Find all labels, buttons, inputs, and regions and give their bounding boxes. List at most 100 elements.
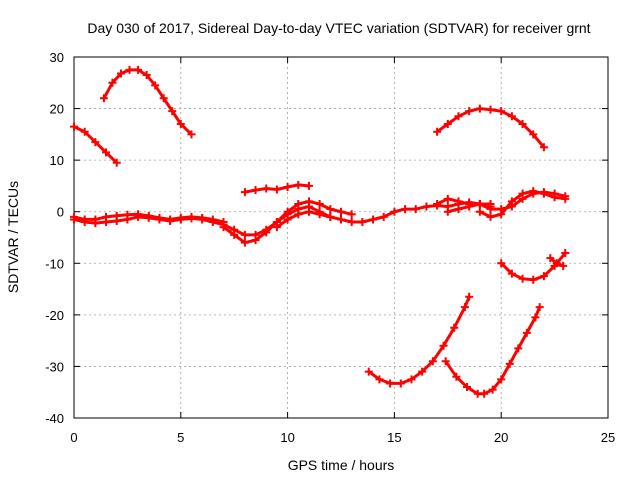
chart-title: Day 030 of 2017, Sidereal Day-to-day VTE… <box>87 20 590 36</box>
data-point <box>272 223 281 232</box>
data-point <box>91 215 100 224</box>
data-point <box>550 193 559 202</box>
data-point <box>134 65 143 74</box>
y-tick-label: -30 <box>45 359 64 374</box>
series-arc-upper-right <box>433 104 548 152</box>
data-point <box>375 375 384 384</box>
data-point <box>407 375 416 384</box>
data-point <box>475 199 484 208</box>
axis-ticks: 0 5 10 15 20 25 -40 -30 -20 -10 0 10 20 30 <box>45 50 615 445</box>
data-point <box>155 213 164 222</box>
data-point <box>347 210 356 219</box>
data-point <box>475 207 484 216</box>
data-point <box>347 218 356 227</box>
data-point <box>240 230 249 239</box>
data-point <box>294 210 303 219</box>
series-arc-mid-right-b <box>546 254 568 270</box>
data-point <box>454 112 463 121</box>
data-point <box>70 122 78 131</box>
series-baseline-e <box>443 199 495 216</box>
data-point <box>102 148 111 157</box>
data-point <box>443 120 452 129</box>
data-point <box>428 357 437 366</box>
x-tick-label: 15 <box>387 430 401 445</box>
data-point <box>294 199 303 208</box>
data-point <box>91 138 100 147</box>
series-baseline-a <box>70 210 228 227</box>
y-tick-label: -20 <box>45 308 64 323</box>
data-point <box>518 189 527 198</box>
data-point <box>358 218 367 227</box>
x-tick-label: 20 <box>494 430 508 445</box>
data-point <box>198 213 207 222</box>
data-point <box>518 120 527 129</box>
data-point <box>529 275 538 284</box>
data-point <box>452 372 461 381</box>
data-point <box>99 94 108 103</box>
data-point <box>450 323 459 332</box>
series-trace <box>444 305 542 396</box>
data-point <box>176 120 185 129</box>
data-point <box>514 344 523 353</box>
data-point <box>529 130 538 139</box>
data-point <box>497 210 506 219</box>
data-point <box>168 107 177 116</box>
data-point <box>390 207 399 216</box>
data-point <box>386 379 395 388</box>
data-point <box>497 107 506 116</box>
data-point <box>208 215 217 224</box>
data-point <box>315 210 324 219</box>
data-point <box>535 303 544 312</box>
data-point <box>422 202 431 211</box>
data-point <box>125 65 134 74</box>
y-tick-label: 20 <box>50 102 64 117</box>
data-point <box>518 274 527 283</box>
data-point <box>283 182 292 191</box>
data-point <box>80 127 89 136</box>
x-tick-label: 25 <box>601 430 615 445</box>
data-point <box>488 385 497 394</box>
data-point <box>480 389 489 398</box>
x-axis-label: GPS time / hours <box>288 457 395 473</box>
data-point <box>159 94 168 103</box>
data-point <box>529 187 538 196</box>
series-arc-2 <box>99 65 196 139</box>
data-point <box>507 197 516 206</box>
data-point <box>379 212 388 221</box>
y-tick-label: 30 <box>50 50 64 65</box>
data-point <box>315 199 324 208</box>
data-point <box>465 292 474 301</box>
data-point <box>561 194 570 203</box>
data-point <box>522 328 531 337</box>
series-arc-1 <box>70 122 121 167</box>
series-arc-upper-mid <box>240 180 313 197</box>
data-point <box>108 78 117 87</box>
data-point <box>272 185 281 194</box>
series-baseline-f <box>475 187 570 221</box>
data-point <box>251 186 260 195</box>
data-point <box>80 215 89 224</box>
data-point <box>326 212 335 221</box>
data-point <box>465 107 474 116</box>
data-point <box>187 212 196 221</box>
data-point <box>465 202 474 211</box>
x-tick-label: 0 <box>70 430 77 445</box>
data-point <box>304 207 313 216</box>
data-point <box>539 272 548 281</box>
data-point <box>123 210 132 219</box>
data-point <box>441 357 450 366</box>
data-point <box>240 188 249 197</box>
data-point <box>166 215 175 224</box>
data-point <box>539 143 548 152</box>
data-point <box>187 130 196 139</box>
plot-frame <box>73 56 609 419</box>
series-arc-lower-1 <box>364 292 474 388</box>
series-baseline-c <box>272 207 335 232</box>
data-point <box>116 69 125 78</box>
data-point <box>443 207 452 216</box>
data-point <box>507 269 516 278</box>
y-tick-label: 0 <box>57 205 64 220</box>
data-point <box>369 215 378 224</box>
data-point <box>546 254 555 263</box>
